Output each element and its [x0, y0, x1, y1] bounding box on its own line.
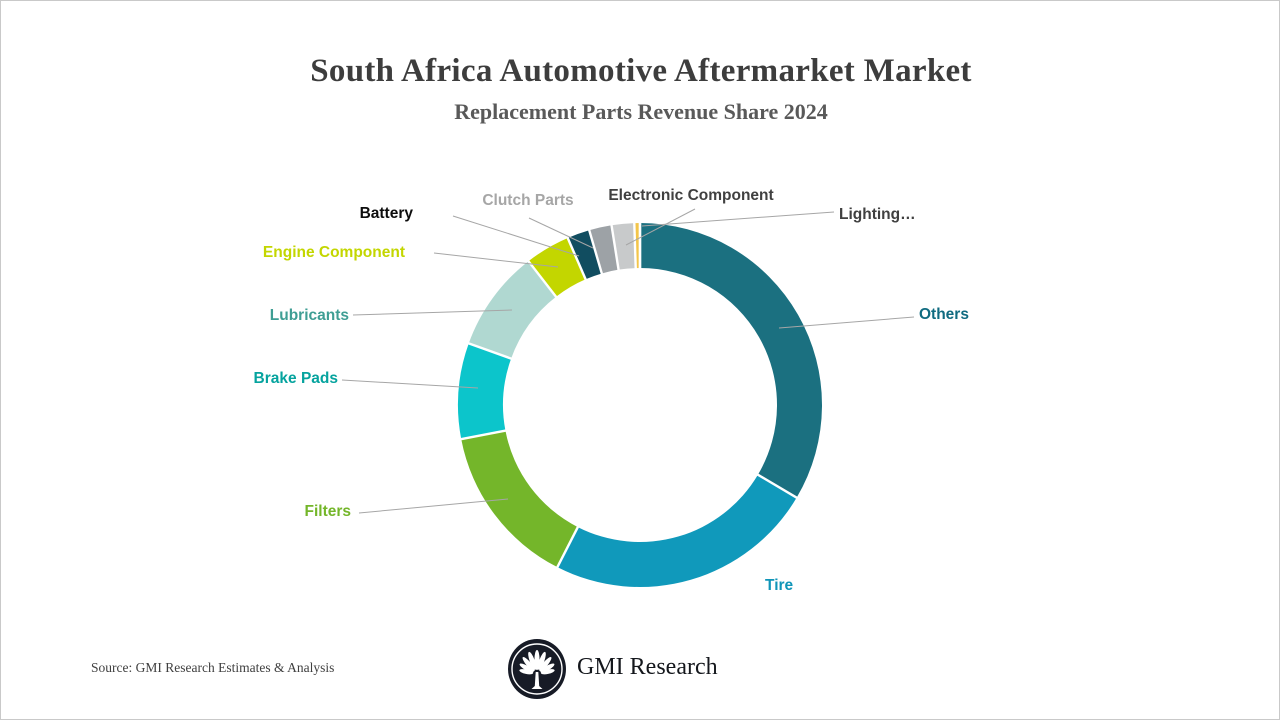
slice-label-lighting: Lighting… — [839, 206, 916, 223]
slice-label-others: Others — [919, 306, 969, 323]
gmi-logo — [508, 639, 566, 699]
slice-separator — [609, 222, 621, 273]
slice-label-clutch-parts: Clutch Parts — [482, 192, 574, 209]
donut-slice-others — [640, 223, 822, 498]
donut-slice-filters — [461, 430, 578, 568]
donut-slice-battery — [567, 230, 602, 280]
source-note: Source: GMI Research Estimates & Analysi… — [91, 660, 335, 675]
donut-slice-tire — [557, 474, 797, 587]
slice-separator — [632, 220, 637, 272]
leader-line-electronic-component — [625, 208, 696, 246]
slice-label-filters: Filters — [304, 503, 351, 520]
slice-separator — [565, 234, 588, 283]
chart-subtitle: Replacement Parts Revenue Share 2024 — [454, 99, 828, 124]
leader-line-clutch-parts — [528, 217, 594, 249]
leader-line-lighting — [641, 211, 835, 227]
leader-line-battery — [452, 215, 580, 257]
slice-label-electronic-component: Electronic Component — [608, 187, 774, 204]
donut-slice-brake-pads — [458, 343, 512, 440]
slice-label-lubricants: Lubricants — [269, 307, 349, 324]
donut-slice-lubricants — [468, 261, 557, 359]
leader-line-lubricants — [352, 309, 513, 316]
slice-separator — [525, 258, 559, 300]
logo-ring — [511, 643, 563, 695]
chart-title: South Africa Automotive Aftermarket Mark… — [310, 53, 972, 89]
donut-slice-clutch-parts — [589, 225, 619, 274]
slice-separator — [554, 523, 581, 571]
leader-line-brake-pads — [341, 379, 479, 389]
slice-label-battery: Battery — [359, 205, 413, 222]
slice-separator — [754, 472, 800, 501]
slice-separator — [458, 428, 509, 441]
leader-line-others — [778, 316, 915, 329]
slice-label-brake-pads: Brake Pads — [253, 370, 338, 387]
slice-label-tire: Tire — [765, 577, 794, 594]
slice-separator — [465, 341, 515, 361]
leader-line-filters — [358, 498, 509, 514]
logo-palm-icon — [519, 650, 555, 689]
leader-line-engine-component — [433, 252, 559, 268]
slice-label-engine-component: Engine Component — [262, 244, 405, 261]
slice-separator — [587, 227, 604, 277]
brand-name: GMI Research — [577, 654, 718, 680]
